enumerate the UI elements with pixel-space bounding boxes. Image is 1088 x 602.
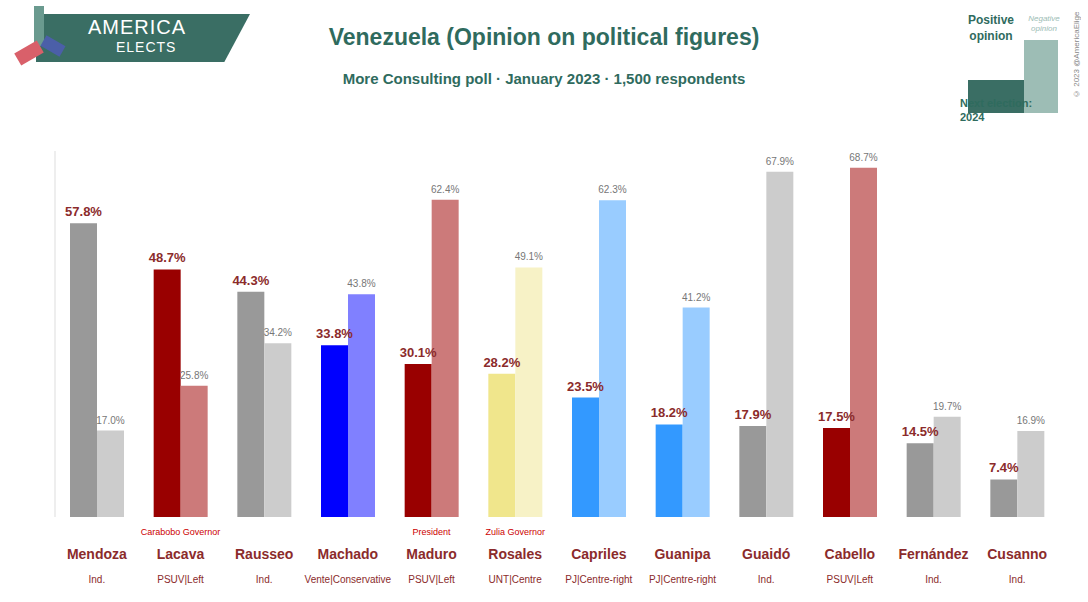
svg-text:Capriles: Capriles xyxy=(571,546,626,562)
svg-text:Vente|Conservative: Vente|Conservative xyxy=(305,574,392,585)
svg-text:Guaidó: Guaidó xyxy=(742,546,790,562)
html-text:AMERICA: AMERICA xyxy=(88,16,187,38)
svg-text:Ind.: Ind. xyxy=(758,574,775,585)
svg-text:43.8%: 43.8% xyxy=(347,278,375,289)
svg-text:33.8%: 33.8% xyxy=(316,326,353,341)
svg-text:49.1%: 49.1% xyxy=(515,251,543,262)
html-text:ELECTS: ELECTS xyxy=(116,39,177,55)
html-text:2024: 2024 xyxy=(960,111,985,123)
html-text:Next election:: Next election: xyxy=(960,97,1033,109)
svg-text:Rosales: Rosales xyxy=(488,546,542,562)
svg-text:Zulia Governor: Zulia Governor xyxy=(485,527,545,537)
svg-text:48.7%: 48.7% xyxy=(149,250,186,265)
svg-text:Ind.: Ind. xyxy=(88,574,105,585)
svg-text:PSUV|Left: PSUV|Left xyxy=(408,574,455,585)
svg-text:17.0%: 17.0% xyxy=(96,415,124,426)
svg-text:President: President xyxy=(412,527,451,537)
html-text:Venezuela (Opinion on politica: Venezuela (Opinion on political figures) xyxy=(328,24,760,50)
svg-text:17.9%: 17.9% xyxy=(734,407,771,422)
svg-text:67.9%: 67.9% xyxy=(766,156,794,167)
svg-text:34.2%: 34.2% xyxy=(264,327,292,338)
html-text:© 2023 @AmericaElige: © 2023 @AmericaElige xyxy=(1072,11,1081,98)
svg-text:Carabobo Governor: Carabobo Governor xyxy=(141,527,221,537)
svg-text:17.5%: 17.5% xyxy=(818,409,855,424)
svg-text:57.8%: 57.8% xyxy=(65,204,102,219)
svg-text:Cusanno: Cusanno xyxy=(987,546,1047,562)
svg-text:Ind.: Ind. xyxy=(1009,574,1026,585)
svg-text:Machado: Machado xyxy=(317,546,378,562)
svg-text:Ind.: Ind. xyxy=(925,574,942,585)
svg-text:25.8%: 25.8% xyxy=(180,370,208,381)
svg-text:Mendoza: Mendoza xyxy=(67,546,127,562)
svg-text:Guanipa: Guanipa xyxy=(654,546,710,562)
svg-text:16.9%: 16.9% xyxy=(1017,415,1045,426)
svg-text:PSUV|Left: PSUV|Left xyxy=(157,574,204,585)
svg-text:Lacava: Lacava xyxy=(157,546,205,562)
svg-text:Maduro: Maduro xyxy=(406,546,457,562)
svg-text:68.7%: 68.7% xyxy=(849,152,877,163)
svg-text:Rausseo: Rausseo xyxy=(235,546,293,562)
svg-text:Fernández: Fernández xyxy=(898,546,968,562)
html-text:Negative opinion: Negative opinion xyxy=(1028,14,1060,33)
html-text:More Consulting poll · January: More Consulting poll · January 2023 · 1,… xyxy=(342,70,746,87)
svg-text:7.4%: 7.4% xyxy=(989,460,1019,475)
svg-text:PJ|Centre-right: PJ|Centre-right xyxy=(649,574,716,585)
svg-text:41.2%: 41.2% xyxy=(682,292,710,303)
svg-text:Cabello: Cabello xyxy=(825,546,876,562)
svg-text:PSUV|Left: PSUV|Left xyxy=(827,574,874,585)
svg-text:18.2%: 18.2% xyxy=(651,405,688,420)
svg-text:Ind.: Ind. xyxy=(256,574,273,585)
svg-text:19.7%: 19.7% xyxy=(933,401,961,412)
svg-text:44.3%: 44.3% xyxy=(232,273,269,288)
svg-text:PJ|Centre-right: PJ|Centre-right xyxy=(565,574,632,585)
svg-text:UNT|Centre: UNT|Centre xyxy=(489,574,543,585)
html-text:Positive opinion: Positive opinion xyxy=(968,13,1014,43)
svg-text:14.5%: 14.5% xyxy=(902,424,939,439)
svg-text:62.3%: 62.3% xyxy=(598,184,626,195)
svg-text:62.4%: 62.4% xyxy=(431,184,459,195)
svg-text:23.5%: 23.5% xyxy=(567,379,604,394)
svg-text:28.2%: 28.2% xyxy=(483,355,520,370)
svg-text:30.1%: 30.1% xyxy=(400,345,437,360)
